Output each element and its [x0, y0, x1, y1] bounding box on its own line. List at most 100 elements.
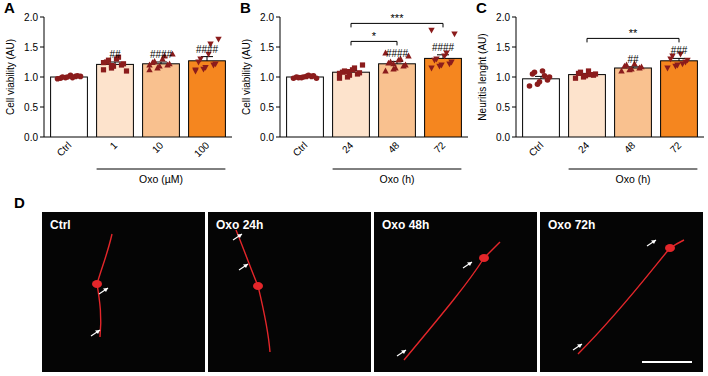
arrow [573, 344, 582, 350]
bar [379, 64, 416, 137]
point [296, 75, 302, 81]
category-label: 1 [108, 139, 120, 151]
point [101, 60, 106, 65]
point [588, 72, 593, 77]
neurite [97, 234, 112, 284]
y-tick-label: 1.5 [496, 42, 510, 53]
neurite [236, 230, 258, 286]
y-tick [512, 107, 516, 108]
category-label: 24 [340, 139, 356, 155]
neurite [404, 258, 484, 360]
point [101, 67, 106, 72]
category-label: Ctrl [527, 140, 546, 159]
point [166, 60, 172, 66]
neurite [258, 286, 270, 352]
y-tick-label: 2.0 [260, 12, 274, 23]
panel-label: D [14, 194, 25, 211]
image-label: Oxo 24h [216, 218, 263, 232]
group-line [97, 169, 226, 170]
point [202, 65, 208, 71]
image-panel: D Ctrl Oxo 24h Oxo 48h Oxo 72h [14, 194, 703, 372]
y-tick-label: 1.0 [24, 72, 38, 83]
category-label: 72 [432, 139, 448, 155]
arrow-head [95, 330, 100, 334]
category-label: Ctrl [291, 140, 310, 159]
point [360, 62, 365, 67]
bar [97, 64, 134, 137]
chart: CNeuritis lenght (AU)0.00.51.01.52.0Ctrl… [476, 0, 704, 185]
point [674, 63, 680, 69]
point [306, 72, 312, 78]
point [121, 61, 126, 66]
y-tick-label: 0.0 [260, 132, 274, 143]
bar [51, 77, 88, 137]
point [679, 61, 685, 67]
point [540, 68, 546, 74]
y-tick [40, 77, 44, 78]
micrograph: Ctrl [42, 212, 205, 372]
point [197, 57, 203, 63]
image-label: Oxo 48h [382, 218, 429, 232]
point [314, 75, 320, 81]
bar [523, 79, 560, 137]
point [109, 63, 114, 68]
point [451, 31, 457, 37]
image-label: Ctrl [50, 218, 71, 232]
image-label: Oxo 72h [548, 218, 595, 232]
point [352, 65, 357, 70]
y-tick-label: 1.5 [24, 42, 38, 53]
point [638, 63, 644, 69]
point [382, 68, 388, 74]
point [433, 57, 439, 63]
point [146, 62, 152, 68]
image-bg [42, 212, 205, 372]
significance: #### [150, 49, 173, 60]
point [60, 74, 66, 80]
y-tick [40, 17, 44, 18]
point [438, 63, 444, 69]
arrow-head [467, 262, 472, 266]
point [547, 74, 553, 80]
point [448, 60, 454, 66]
bar [333, 72, 370, 137]
y-tick [512, 47, 516, 48]
panel-label: B [240, 0, 251, 16]
y-tick-label: 1.5 [260, 42, 274, 53]
group-line [333, 169, 462, 170]
bar [287, 77, 324, 137]
neurite [578, 248, 670, 354]
point [402, 62, 408, 68]
significance: ## [109, 49, 121, 60]
panel-label: C [476, 0, 487, 16]
point [337, 71, 342, 76]
point [124, 68, 129, 73]
bar [661, 61, 698, 137]
y-label: Cell viability (AU) [5, 39, 16, 115]
arrow [463, 262, 472, 268]
chart: BCell viability (AU)0.00.51.01.52.0Ctrl2… [240, 0, 468, 185]
bracket-label: * [372, 30, 377, 42]
arrow [397, 350, 406, 356]
point [70, 75, 76, 81]
y-tick [276, 137, 280, 138]
scale-bar [642, 361, 692, 363]
point [684, 58, 690, 64]
group-label: Oxo (h) [615, 173, 650, 185]
y-tick [512, 137, 516, 138]
arrow-head [237, 234, 242, 238]
y-tick-label: 0.5 [496, 102, 510, 113]
bracket-label: ** [629, 27, 638, 39]
bar [569, 75, 606, 137]
group-label: Oxo (h) [379, 173, 414, 185]
y-tick-label: 0.5 [260, 102, 274, 113]
marks [523, 52, 698, 137]
arrow [233, 234, 242, 240]
point [192, 67, 198, 73]
point [573, 76, 578, 81]
marks [51, 37, 226, 137]
y-tick [276, 17, 280, 18]
y-label: Neuritis lenght (AU) [477, 33, 488, 120]
point [78, 74, 84, 80]
y-tick [276, 47, 280, 48]
y-tick-label: 0.0 [496, 132, 510, 143]
